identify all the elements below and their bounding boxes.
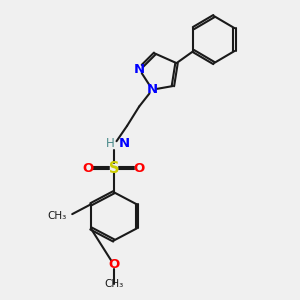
Text: CH₃: CH₃ xyxy=(104,279,123,289)
Text: N: N xyxy=(134,63,145,76)
Text: N: N xyxy=(119,137,130,151)
Text: H: H xyxy=(106,137,115,151)
Text: O: O xyxy=(134,162,145,175)
Text: N: N xyxy=(147,83,158,96)
Text: CH₃: CH₃ xyxy=(47,212,67,221)
Text: O: O xyxy=(108,258,119,271)
Text: O: O xyxy=(83,162,94,175)
Text: S: S xyxy=(109,160,119,175)
